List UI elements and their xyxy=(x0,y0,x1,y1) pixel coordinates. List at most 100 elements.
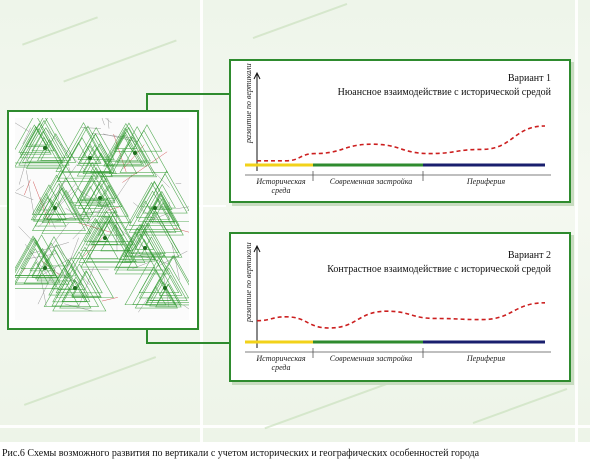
height-zone-triangle xyxy=(13,234,70,285)
height-zone-triangle xyxy=(19,115,69,159)
height-zone-cluster xyxy=(8,234,77,289)
height-zone-triangle xyxy=(55,122,112,172)
height-zone-triangle xyxy=(149,281,178,307)
height-zone-triangle xyxy=(128,180,180,226)
city-map xyxy=(1,80,221,328)
height-zone-triangle xyxy=(142,173,188,214)
height-zone-triangle xyxy=(57,265,86,290)
development-curve xyxy=(257,125,546,162)
height-zone-triangle xyxy=(77,185,103,209)
height-zone-triangle xyxy=(79,178,105,201)
height-zone-triangle xyxy=(108,134,143,165)
height-zone-cluster xyxy=(30,165,94,234)
map-street xyxy=(83,235,106,257)
development-curve xyxy=(256,302,546,329)
height-zone-triangle xyxy=(56,137,108,182)
height-zone-triangle xyxy=(151,202,176,224)
height-zone-triangle xyxy=(46,201,67,220)
map-street xyxy=(108,206,120,211)
map-street xyxy=(101,297,118,302)
height-zone-triangle xyxy=(136,192,184,236)
height-zone-center xyxy=(88,156,92,160)
height-zone-triangle xyxy=(23,261,49,285)
height-zone-triangle xyxy=(151,190,173,210)
height-zone-triangle xyxy=(78,215,132,263)
city-map-frame xyxy=(1,80,221,330)
height-zone-center xyxy=(43,146,47,150)
map-street xyxy=(38,188,77,228)
bg-grid-horizontal xyxy=(0,425,590,428)
variant-1-segment-periphery: Периферия xyxy=(466,177,506,186)
height-zone-triangle xyxy=(69,161,116,204)
height-zone-cluster xyxy=(72,202,138,268)
bg-grid-vertical xyxy=(575,0,578,442)
variant-2-segment-modern: Современная застройка xyxy=(329,354,413,363)
height-zone-triangle xyxy=(59,279,92,309)
map-street xyxy=(183,305,217,328)
map-street xyxy=(26,170,35,215)
height-zone-triangle xyxy=(52,263,107,312)
height-zone-triangle xyxy=(100,224,131,252)
height-zone-triangle xyxy=(35,258,59,280)
height-zone-triangle xyxy=(36,249,73,282)
variant-1-subtitle: Нюансное взаимодействие с исторической с… xyxy=(337,87,551,98)
height-zone-cluster xyxy=(43,246,114,312)
height-zone-triangle xyxy=(92,221,119,245)
height-zone-triangle xyxy=(61,125,115,173)
height-zone-cluster xyxy=(124,253,203,309)
height-zone-triangle xyxy=(34,198,67,227)
map-street xyxy=(54,244,91,286)
height-zone-triangle xyxy=(138,253,190,299)
city-map-image xyxy=(1,80,221,328)
map-street xyxy=(36,222,69,266)
height-zone-center xyxy=(143,246,147,250)
height-zone-triangle xyxy=(148,183,176,209)
map-street xyxy=(24,179,31,196)
variant-1-segment-historic: Историческая среда xyxy=(256,177,306,195)
height-zone-triangle xyxy=(80,203,134,251)
height-zone-triangle xyxy=(31,242,72,278)
height-zone-triangle xyxy=(61,278,88,303)
connector-line xyxy=(146,93,148,111)
height-zone-center xyxy=(73,286,77,290)
height-zone-center xyxy=(163,286,167,290)
height-zone-triangle xyxy=(25,136,63,169)
height-zone-center xyxy=(53,206,57,210)
height-zone-triangle xyxy=(71,270,102,298)
map-street xyxy=(45,127,86,171)
height-zone-triangle xyxy=(30,174,83,221)
height-zone-triangle xyxy=(43,257,100,307)
height-zone-triangle xyxy=(104,123,148,162)
map-street xyxy=(94,96,105,126)
height-zone-triangle xyxy=(41,189,92,234)
map-street xyxy=(32,181,51,225)
height-zone-center xyxy=(103,236,107,240)
height-zone-triangle xyxy=(132,266,176,305)
variant-1-diagram xyxy=(245,71,551,181)
height-zone-center xyxy=(153,206,157,210)
variant-2-title: Вариант 2 xyxy=(507,250,551,261)
height-zone-triangle xyxy=(145,255,200,303)
height-zone-triangle xyxy=(124,220,166,257)
height-zone-triangle xyxy=(85,202,134,246)
map-street xyxy=(68,166,71,174)
map-street xyxy=(128,251,169,265)
map-street xyxy=(38,264,47,307)
y-axis-arrow xyxy=(253,244,261,253)
map-street xyxy=(18,226,49,258)
height-zone-triangle xyxy=(130,222,166,254)
variant-1-title: Вариант 1 xyxy=(507,73,551,84)
height-zone-triangle xyxy=(79,173,109,200)
height-zone-triangle xyxy=(87,219,133,260)
height-zone-triangle xyxy=(18,119,70,166)
height-zone-triangle xyxy=(6,113,64,164)
height-zone-triangle xyxy=(40,133,72,161)
variant-1-panel: Вариант 1 Нюансное взаимодействие с исто… xyxy=(229,59,571,203)
height-zone-triangle xyxy=(115,232,156,269)
height-zone-triangle xyxy=(121,241,146,263)
variant-2-segment-periphery: Периферия xyxy=(466,354,506,363)
variant-2-diagram xyxy=(245,244,551,358)
height-zone-triangle xyxy=(26,127,66,162)
map-street xyxy=(16,185,25,191)
height-zone-triangle xyxy=(29,247,56,272)
